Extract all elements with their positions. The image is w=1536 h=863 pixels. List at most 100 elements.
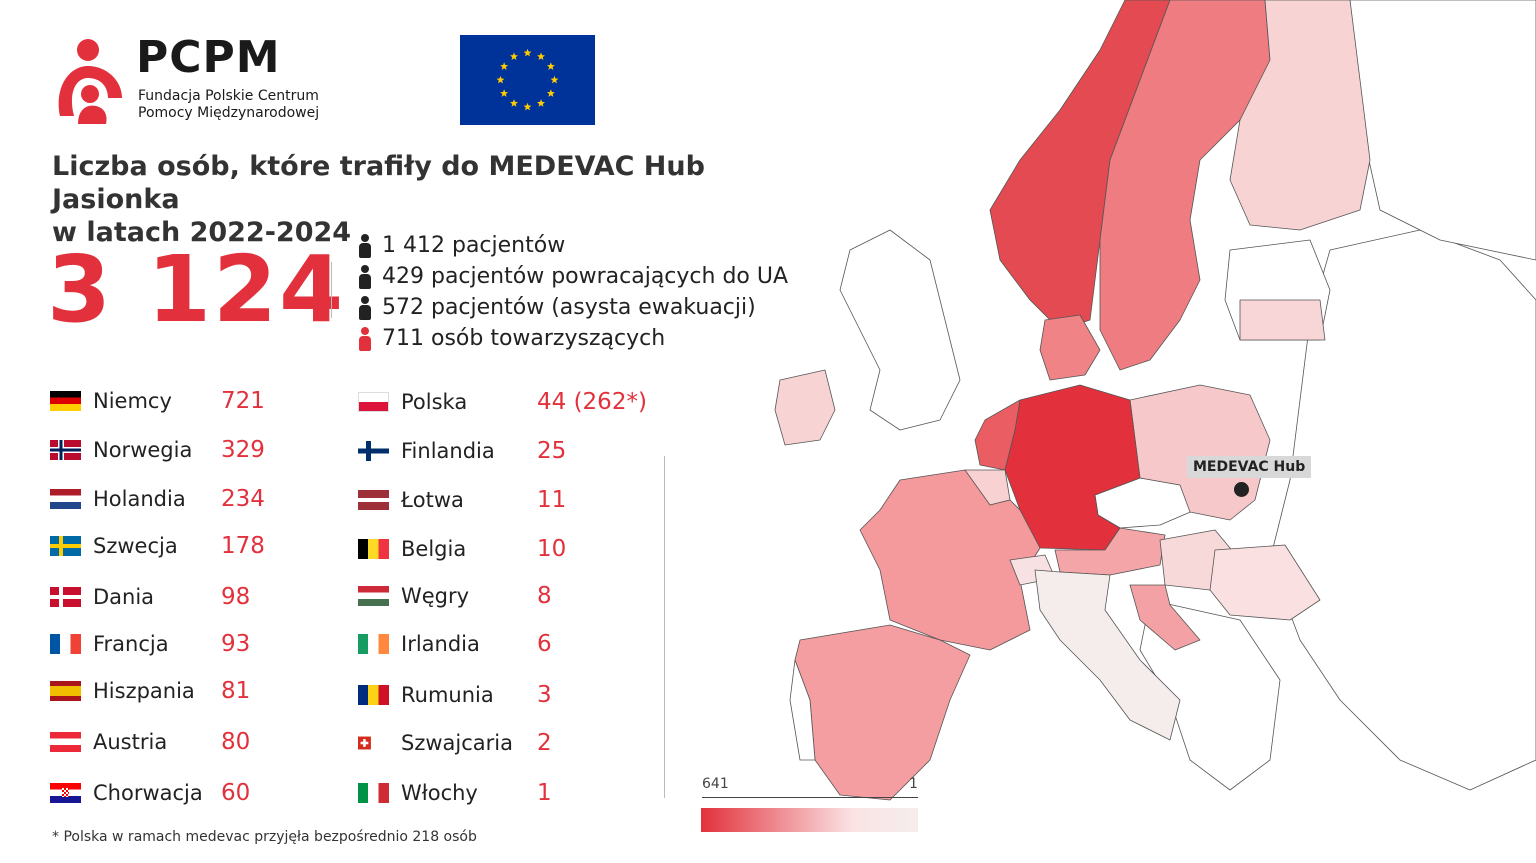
page-title: Liczba osób, które trafiły do MEDEVAC Hu… [52, 150, 812, 249]
logo-name: PCPM [136, 32, 281, 83]
breakdown-text: 572 pacjentów (asysta ewakuacji) [382, 295, 756, 320]
eu-star-icon [523, 102, 532, 111]
legend-max-label: 641 [702, 776, 729, 792]
germany-flag-icon [50, 391, 81, 411]
map-country-portugalia [789, 659, 816, 761]
person-icon-red [358, 326, 372, 351]
divider [331, 262, 332, 318]
map-country-lotwa [1239, 299, 1326, 341]
country-value: 178 [221, 533, 265, 559]
switzerland-flag-icon [358, 736, 371, 750]
map-country-rumunia [1209, 544, 1321, 621]
logo-subtitle-line-1: Fundacja Polskie Centrum [138, 88, 319, 104]
map-country-finlandia [1229, 0, 1371, 231]
map-region-eastern-europe [1269, 229, 1536, 791]
logo-subtitle-line-2: Pomocy Międzynarodowej [138, 105, 320, 121]
country-name: Dania [93, 585, 155, 609]
country-value: 60 [221, 780, 251, 806]
latvia-flag-icon [358, 490, 389, 510]
sweden-flag-icon [50, 536, 81, 556]
country-value: 721 [221, 388, 265, 414]
country-name: Norwegia [93, 438, 193, 462]
eu-star-icon [550, 75, 559, 84]
country-name: Szwajcaria [401, 731, 513, 755]
legend-gradient-bar [701, 808, 918, 832]
country-row-wlochy: Włochy 1 [358, 778, 552, 808]
breakdown-list: 1 412 pacjentów 429 pacjentów powracając… [358, 230, 818, 354]
country-row-holandia: Holandia 234 [50, 484, 265, 514]
country-name: Hiszpania [93, 679, 195, 703]
country-value: 44 (262*) [537, 389, 647, 415]
map-hub-label: MEDEVAC Hub [1187, 456, 1312, 478]
person-icon [358, 264, 372, 289]
country-name: Szwecja [93, 534, 178, 558]
country-name: Irlandia [401, 632, 480, 656]
country-row-irlandia: Irlandia 6 [358, 629, 552, 659]
country-value: 98 [221, 584, 251, 610]
pcpm-logo-mark-icon [58, 39, 122, 124]
country-row-szwajcaria: Szwajcaria 2 [358, 728, 552, 758]
map-country-dania [1039, 314, 1101, 381]
country-row-francja: Francja 93 [50, 629, 250, 659]
country-value: 81 [221, 678, 251, 704]
breakdown-item: 711 osób towarzyszących [358, 323, 818, 354]
country-name: Włochy [401, 781, 478, 805]
country-name: Węgry [401, 584, 470, 608]
country-row-austria: Austria 80 [50, 727, 250, 757]
country-value: 93 [221, 631, 251, 657]
map-country-hiszpania [794, 624, 971, 801]
country-row-finlandia: Finlandia 25 [358, 436, 566, 466]
country-name: Holandia [93, 487, 186, 511]
country-name: Francja [93, 632, 169, 656]
country-value: 329 [221, 437, 265, 463]
person-icon [358, 295, 372, 320]
breakdown-text: 1 412 pacjentów [382, 233, 566, 258]
eu-star-icon [523, 48, 532, 57]
eu-star-icon [496, 75, 505, 84]
map-country-wlochy [1034, 569, 1181, 741]
country-value: 25 [537, 438, 567, 464]
eu-star-icon [510, 52, 518, 61]
country-value: 6 [537, 631, 552, 657]
legend-min-label: 1 [909, 776, 918, 792]
country-row-niemcy: Niemcy 721 [50, 386, 265, 416]
eu-flag-icon [460, 35, 595, 125]
logo-subtitle: Fundacja Polskie Centrum Pomocy Międzyna… [138, 88, 319, 122]
country-name: Finlandia [401, 439, 495, 463]
country-value: 80 [221, 729, 251, 755]
eu-star-icon [500, 62, 509, 70]
finland-flag-icon [358, 441, 389, 461]
breakdown-item: 572 pacjentów (asysta ewakuacji) [358, 292, 818, 323]
country-value: 8 [537, 583, 552, 609]
country-row-norwegia: Norwegia 329 [50, 435, 265, 465]
croatia-flag-icon [50, 783, 81, 803]
person-icon [358, 233, 372, 258]
map-region-uk [839, 229, 961, 431]
country-name: Niemcy [93, 389, 172, 413]
country-name: Łotwa [401, 488, 464, 512]
breakdown-text: 429 pacjentów powracających do UA [382, 264, 789, 289]
country-name: Belgia [401, 537, 467, 561]
spain-flag-icon [50, 681, 81, 701]
europe-map [774, 0, 1536, 801]
title-line-1: Liczba osób, które trafiły do MEDEVAC Hu… [52, 151, 705, 215]
footnote: * Polska w ramach medevac przyjęła bezpo… [52, 829, 477, 845]
breakdown-text: 711 osób towarzyszących [382, 326, 666, 351]
austria-flag-icon [50, 732, 81, 752]
denmark-flag-icon [50, 587, 81, 607]
country-row-dania: Dania 98 [50, 582, 250, 612]
breakdown-item: 429 pacjentów powracających do UA [358, 261, 818, 292]
country-value: 1 [537, 780, 552, 806]
ireland-flag-icon [358, 634, 389, 654]
country-value: 10 [537, 536, 567, 562]
country-row-wegry: Węgry 8 [358, 581, 552, 611]
country-value: 2 [537, 730, 552, 756]
country-row-chorwacja: Chorwacja 60 [50, 778, 250, 808]
country-name: Rumunia [401, 683, 494, 707]
map-country-francja [859, 469, 1041, 651]
france-flag-icon [50, 634, 81, 654]
eu-star-icon [546, 89, 555, 97]
country-name: Austria [93, 730, 168, 754]
legend-axis [702, 797, 918, 798]
map-hub-marker [1234, 482, 1249, 497]
